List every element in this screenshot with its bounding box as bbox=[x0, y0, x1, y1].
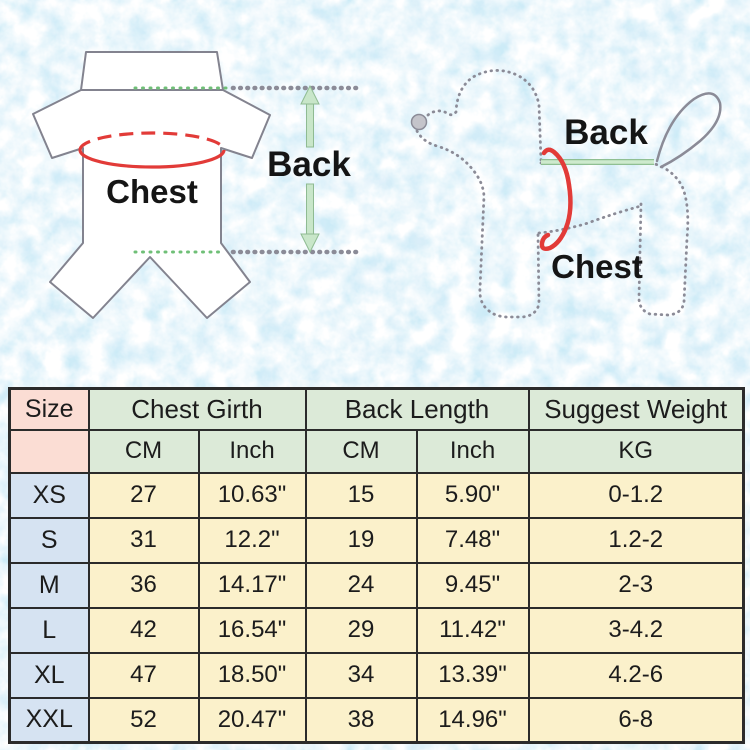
size-table-header: Size Chest Girth Back Length Suggest Wei… bbox=[8, 387, 745, 474]
cell-back-cm: 24 bbox=[304, 561, 418, 609]
cell-size: S bbox=[8, 516, 90, 564]
cell-chest-cm: 36 bbox=[87, 561, 200, 609]
garment-back-label: Back bbox=[267, 145, 351, 184]
chest-girth-ellipse-bottom bbox=[78, 149, 226, 169]
cell-weight: 2-3 bbox=[527, 561, 745, 609]
cell-weight: 4.2-6 bbox=[527, 651, 745, 699]
size-table: Size Chest Girth Back Length Suggest Wei… bbox=[8, 387, 745, 744]
cell-weight: 1.2-2 bbox=[527, 516, 745, 564]
unit-weight-kg: KG bbox=[527, 428, 745, 474]
header-unit-row: CM Inch CM Inch KG bbox=[8, 428, 745, 474]
cell-back-cm: 19 bbox=[304, 516, 418, 564]
unit-chest-inch: Inch bbox=[197, 428, 307, 474]
cell-weight: 0-1.2 bbox=[527, 471, 745, 519]
unit-chest-cm: CM bbox=[87, 428, 200, 474]
table-row: M 36 14.17" 24 9.45" 2-3 bbox=[8, 561, 745, 609]
cell-back-cm: 34 bbox=[304, 651, 418, 699]
cell-chest-cm: 47 bbox=[87, 651, 200, 699]
col-header-size: Size bbox=[8, 387, 90, 431]
dog-back-label: Back bbox=[564, 113, 648, 152]
cell-back-inch: 9.45" bbox=[415, 561, 530, 609]
header-group-row: Size Chest Girth Back Length Suggest Wei… bbox=[8, 387, 745, 431]
cell-size: XL bbox=[8, 651, 90, 699]
garment-diagram: Chest Back bbox=[32, 51, 361, 319]
cell-chest-inch: 18.50" bbox=[197, 651, 307, 699]
cell-chest-inch: 14.17" bbox=[197, 561, 307, 609]
cell-back-cm: 38 bbox=[304, 696, 418, 744]
cell-back-inch: 14.96" bbox=[415, 696, 530, 744]
dog-chest-label: Chest bbox=[551, 248, 643, 285]
unit-back-cm: CM bbox=[304, 428, 418, 474]
cell-chest-cm: 52 bbox=[87, 696, 200, 744]
cell-back-inch: 5.90" bbox=[415, 471, 530, 519]
cell-size: XXL bbox=[8, 696, 90, 744]
cell-chest-inch: 20.47" bbox=[197, 696, 307, 744]
dog-chest-measure-line bbox=[539, 147, 573, 252]
cell-size: M bbox=[8, 561, 90, 609]
table-row: S 31 12.2" 19 7.48" 1.2-2 bbox=[8, 516, 745, 564]
cell-back-inch: 11.42" bbox=[415, 606, 530, 654]
table-row: XS 27 10.63" 15 5.90" 0-1.2 bbox=[8, 471, 745, 519]
garment-body bbox=[32, 89, 271, 319]
table-row: L 42 16.54" 29 11.42" 3-4.2 bbox=[8, 606, 745, 654]
cell-weight: 6-8 bbox=[527, 696, 745, 744]
measurement-diagrams: Chest Back bbox=[32, 51, 722, 319]
cell-chest-cm: 42 bbox=[87, 606, 200, 654]
cell-chest-inch: 12.2" bbox=[197, 516, 307, 564]
garment-chest-label: Chest bbox=[106, 173, 198, 210]
back-length-arrow bbox=[300, 84, 320, 254]
cell-size: XS bbox=[8, 471, 90, 519]
unit-blank-cell bbox=[8, 428, 90, 474]
cell-back-inch: 7.48" bbox=[415, 516, 530, 564]
dog-nose bbox=[410, 113, 428, 131]
cell-back-cm: 29 bbox=[304, 606, 418, 654]
cell-size: L bbox=[8, 606, 90, 654]
chest-girth-ellipse-top bbox=[78, 131, 226, 151]
cell-chest-cm: 27 bbox=[87, 471, 200, 519]
col-header-back-length: Back Length bbox=[304, 387, 530, 431]
garment-collar bbox=[80, 51, 224, 91]
size-table-body: XS 27 10.63" 15 5.90" 0-1.2 S 31 12.2" 1… bbox=[8, 471, 745, 744]
col-header-chest-girth: Chest Girth bbox=[87, 387, 307, 431]
unit-back-inch: Inch bbox=[415, 428, 530, 474]
table-row: XXL 52 20.47" 38 14.96" 6-8 bbox=[8, 696, 745, 744]
cell-chest-inch: 16.54" bbox=[197, 606, 307, 654]
col-header-suggest-weight: Suggest Weight bbox=[527, 387, 745, 431]
cell-chest-inch: 10.63" bbox=[197, 471, 307, 519]
table-row: XL 47 18.50" 34 13.39" 4.2-6 bbox=[8, 651, 745, 699]
dog-diagram: Back Chest bbox=[410, 69, 722, 319]
cell-back-cm: 15 bbox=[304, 471, 418, 519]
cell-back-inch: 13.39" bbox=[415, 651, 530, 699]
dog-tail bbox=[655, 92, 722, 169]
cell-chest-cm: 31 bbox=[87, 516, 200, 564]
cell-weight: 3-4.2 bbox=[527, 606, 745, 654]
